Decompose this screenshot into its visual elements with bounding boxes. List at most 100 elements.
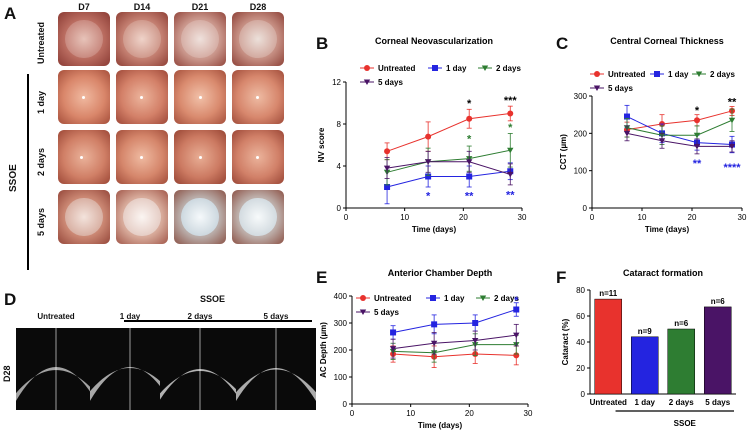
series-line — [626, 132, 732, 147]
data-point — [513, 306, 520, 313]
series-line — [626, 110, 733, 131]
y-tick-label: 100 — [334, 373, 348, 382]
legend-label: 1 day — [446, 64, 467, 73]
data-point — [425, 133, 432, 140]
legend-label: 5 days — [378, 78, 403, 87]
x-category-label: 5 days — [705, 398, 730, 407]
data-point — [384, 184, 391, 190]
legend-label: 2 days — [710, 70, 735, 79]
y-tick-label: 60 — [576, 312, 585, 321]
data-point — [513, 332, 520, 339]
eye-photo — [232, 70, 284, 124]
x-tick-label: 30 — [738, 213, 747, 222]
panel-label-a: A — [4, 4, 17, 23]
series-line — [386, 170, 511, 188]
ssoe-group-label: SSOE — [8, 164, 19, 192]
series-line — [626, 116, 733, 146]
y-tick-label: 300 — [334, 319, 348, 328]
data-point — [624, 113, 630, 120]
significance-marker: **** — [723, 162, 741, 174]
legend-label: 5 days — [374, 308, 399, 317]
chart-corneal-neovascularization: Corneal Neovascularization 0 10 20 30 0 4 8 12 Ti… — [317, 36, 527, 234]
row-label-1-day: 1 day — [36, 90, 46, 114]
data-point — [363, 79, 371, 85]
oct-label-5-days: 5 days — [263, 312, 289, 321]
x-tick-label: 30 — [524, 409, 533, 418]
series-line — [393, 353, 517, 358]
data-point — [430, 295, 436, 301]
oct-scan-image — [16, 328, 96, 410]
significance-marker: ** — [728, 97, 737, 109]
y-tick-label: 80 — [576, 286, 585, 295]
oct-scan-image — [236, 328, 316, 410]
data-point — [479, 295, 487, 301]
data-point — [694, 117, 700, 124]
x-tick-label: 20 — [459, 213, 468, 222]
x-tick-label: 20 — [465, 409, 474, 418]
x-tick-label: 0 — [344, 213, 349, 222]
oct-row-label: D28 — [2, 365, 12, 382]
y-tick-label: 12 — [332, 78, 341, 87]
data-point — [359, 309, 367, 315]
data-point — [384, 148, 391, 155]
row-label-untreated: Untreated — [36, 21, 46, 64]
series-line — [626, 119, 733, 136]
eye-photo — [232, 130, 284, 184]
eye-photo — [58, 190, 110, 244]
column-label-d7: D7 — [78, 2, 90, 12]
data-point — [481, 65, 489, 71]
eye-photo — [58, 12, 110, 66]
x-axis-label: Time (days) — [418, 421, 463, 430]
data-point — [432, 65, 438, 71]
y-tick-label: 4 — [337, 162, 342, 171]
data-point — [431, 321, 438, 328]
bar-data-label: n=6 — [711, 297, 726, 306]
bar — [667, 328, 696, 395]
x-category-label: 1 day — [635, 398, 656, 407]
data-point — [424, 159, 432, 165]
data-point — [364, 65, 370, 71]
y-axis-label: CCT (µm) — [559, 134, 568, 170]
chart-cataract-formation: Cataract formation 0 20 40 60 80 Cataract (%) n… — [561, 268, 736, 428]
eye-photo — [174, 190, 226, 244]
bar-data-label: n=9 — [638, 327, 653, 336]
significance-marker: ** — [693, 158, 702, 170]
data-point — [507, 110, 514, 117]
data-point — [383, 165, 391, 172]
panel-label-c: C — [556, 34, 569, 53]
series-line — [386, 149, 511, 173]
data-point — [390, 329, 397, 336]
eye-photo — [58, 130, 110, 184]
y-tick-label: 100 — [574, 167, 588, 176]
data-point — [472, 320, 479, 326]
bar — [703, 306, 732, 395]
chart-title: Central Corneal Thickness — [610, 36, 724, 46]
data-point — [430, 340, 438, 347]
data-point — [466, 159, 473, 165]
oct-ssoe-label: SSOE — [200, 294, 226, 304]
eye-photo — [58, 70, 110, 124]
row-label-2-days: 2 days — [36, 147, 46, 176]
data-point — [728, 117, 736, 124]
series-line — [393, 344, 517, 354]
x-axis-label: Time (days) — [412, 225, 457, 234]
significance-marker: * — [514, 295, 519, 307]
y-tick-label: 400 — [334, 292, 348, 301]
y-tick-label: 0 — [343, 400, 348, 409]
y-axis-label: NV score — [317, 127, 326, 162]
data-point — [693, 132, 701, 139]
bar — [594, 298, 623, 395]
bar-data-label: n=6 — [674, 319, 689, 328]
x-tick-label: 10 — [400, 213, 409, 222]
data-point — [507, 147, 514, 154]
legend-label: 2 days — [494, 294, 519, 303]
x-category-label: Untreated — [590, 398, 627, 407]
data-point — [695, 71, 703, 77]
y-tick-label: 0 — [583, 204, 588, 213]
series-line — [392, 309, 517, 333]
oct-ssoe-bracket — [124, 320, 312, 322]
significance-marker: * — [467, 98, 472, 110]
y-axis-label: AC Depth (µm) — [319, 322, 328, 378]
data-point — [594, 71, 600, 77]
